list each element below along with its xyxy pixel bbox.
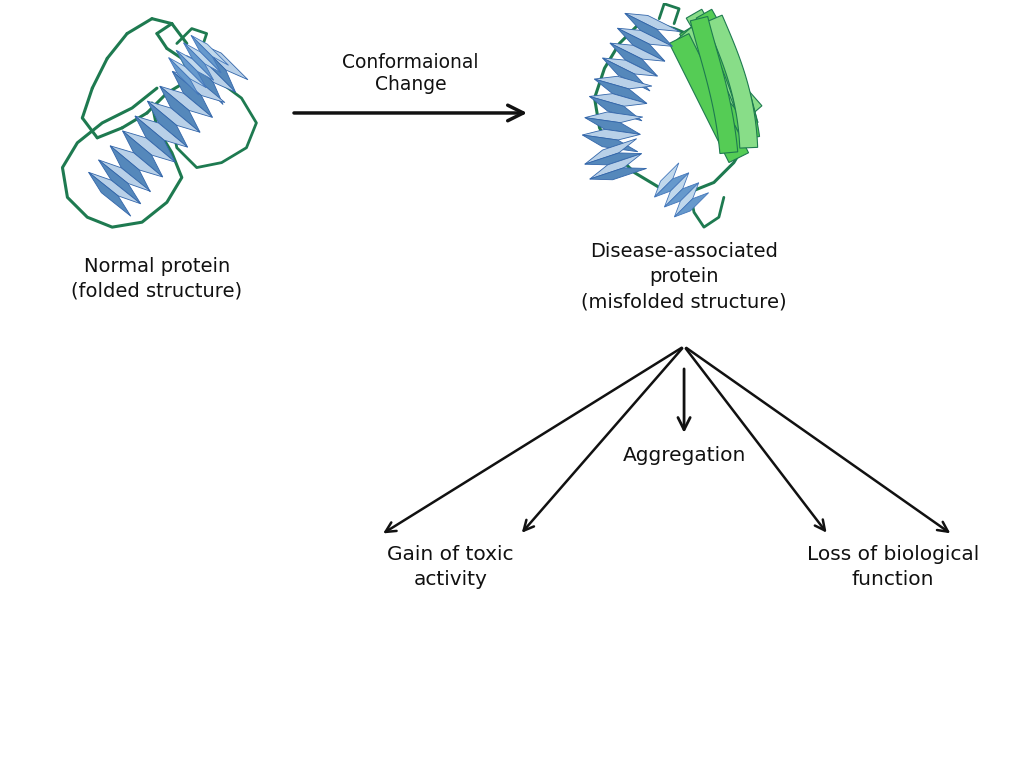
Polygon shape	[147, 101, 187, 147]
Polygon shape	[690, 17, 737, 153]
Polygon shape	[199, 43, 236, 92]
Polygon shape	[585, 112, 643, 123]
Polygon shape	[675, 183, 698, 217]
Polygon shape	[654, 173, 689, 197]
Polygon shape	[602, 58, 657, 76]
Polygon shape	[191, 35, 228, 65]
Polygon shape	[172, 71, 225, 103]
Polygon shape	[590, 168, 646, 180]
Polygon shape	[706, 15, 758, 148]
Polygon shape	[665, 173, 689, 207]
Polygon shape	[88, 172, 131, 216]
Polygon shape	[88, 172, 140, 204]
Polygon shape	[617, 28, 673, 46]
Polygon shape	[123, 131, 163, 177]
Polygon shape	[654, 163, 679, 197]
Polygon shape	[686, 9, 758, 125]
Polygon shape	[696, 9, 760, 139]
Polygon shape	[169, 57, 199, 95]
Polygon shape	[98, 160, 151, 192]
Polygon shape	[583, 129, 640, 140]
Polygon shape	[160, 87, 200, 133]
Text: Gain of toxic
activity: Gain of toxic activity	[387, 545, 514, 589]
Polygon shape	[135, 116, 175, 162]
Polygon shape	[186, 56, 223, 104]
Polygon shape	[594, 77, 652, 89]
Polygon shape	[590, 153, 642, 179]
Polygon shape	[186, 56, 236, 92]
Polygon shape	[176, 51, 214, 80]
Text: Conformaional
Change: Conformaional Change	[342, 53, 479, 93]
Polygon shape	[665, 183, 698, 207]
Polygon shape	[610, 43, 657, 76]
Polygon shape	[183, 43, 221, 73]
Polygon shape	[585, 118, 640, 134]
Polygon shape	[625, 13, 680, 31]
Polygon shape	[172, 71, 213, 117]
Text: Normal protein
(folded structure): Normal protein (folded structure)	[72, 257, 243, 301]
Polygon shape	[680, 23, 758, 133]
Polygon shape	[585, 139, 637, 164]
Polygon shape	[585, 153, 642, 165]
Text: Aggregation: Aggregation	[623, 446, 745, 464]
Polygon shape	[199, 43, 248, 80]
Polygon shape	[98, 160, 140, 204]
Polygon shape	[160, 87, 213, 117]
Polygon shape	[147, 101, 200, 133]
Polygon shape	[583, 135, 638, 152]
Polygon shape	[675, 193, 709, 217]
Polygon shape	[123, 131, 175, 162]
Polygon shape	[183, 43, 214, 80]
Polygon shape	[111, 146, 151, 192]
Polygon shape	[602, 58, 650, 91]
Polygon shape	[191, 35, 221, 73]
Polygon shape	[169, 57, 206, 87]
Polygon shape	[176, 51, 206, 87]
Polygon shape	[594, 79, 647, 103]
Polygon shape	[590, 97, 642, 121]
Polygon shape	[111, 146, 163, 177]
Text: Loss of biological
function: Loss of biological function	[807, 545, 979, 589]
Polygon shape	[135, 116, 187, 147]
Text: Disease-associated
protein
(misfolded structure): Disease-associated protein (misfolded st…	[582, 242, 786, 311]
Polygon shape	[590, 93, 647, 106]
Polygon shape	[670, 34, 749, 162]
Polygon shape	[617, 28, 665, 61]
Polygon shape	[676, 26, 762, 120]
Polygon shape	[625, 13, 673, 46]
Polygon shape	[610, 43, 665, 61]
